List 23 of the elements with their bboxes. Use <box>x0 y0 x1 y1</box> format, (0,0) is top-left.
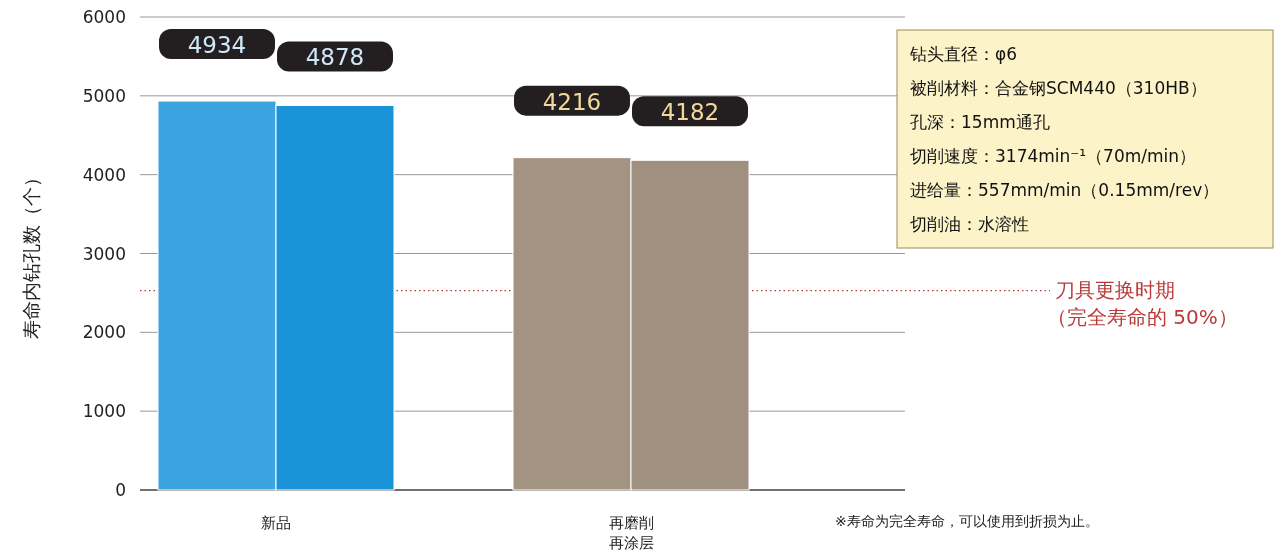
text: 进给量：557mm/min（0.15mm/rev） <box>910 180 1220 200</box>
x-tick-label: 新品 <box>261 514 291 532</box>
text: （完全寿命的 50%） <box>1047 304 1238 329</box>
y-axis-title: 寿命内钻孔数（个） <box>20 168 42 339</box>
text: 被削材料：合金钢SCM440（310HB） <box>910 78 1207 98</box>
y-tick-label: 1000 <box>82 401 126 422</box>
y-tick-label: 0 <box>115 480 126 500</box>
text: 孔深：15mm通孔 <box>910 112 1050 132</box>
data-label: 4878 <box>305 44 365 71</box>
text: 钻头直径：φ6 <box>909 44 1018 64</box>
x-tick-label: 再磨削再涂层 <box>608 514 654 551</box>
text: 切削油：水溶性 <box>910 214 1029 234</box>
y-tick-label: 3000 <box>82 243 126 264</box>
text: ※寿命为完全寿命，可以使用到折损为止。 <box>835 513 1099 529</box>
y-tick-label: 2000 <box>82 322 126 343</box>
data-label: 4216 <box>542 88 602 115</box>
y-tick-label: 5000 <box>82 85 126 106</box>
ref-line-label: 刀具更换时期 <box>1055 277 1175 302</box>
y-tick-label: 6000 <box>82 7 126 27</box>
y-tick-label: 4000 <box>82 164 126 185</box>
text: 切削速度：3174min⁻¹（70m/min） <box>910 146 1197 166</box>
data-label: 4182 <box>660 99 720 126</box>
data-label: 4934 <box>187 32 247 59</box>
